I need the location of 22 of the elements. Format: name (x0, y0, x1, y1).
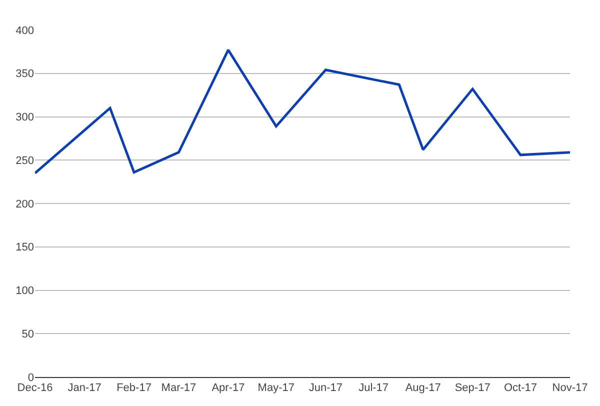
line-series (35, 48, 570, 174)
x-tick-label: Dec-16 (17, 382, 53, 394)
x-tick-label: Feb-17 (116, 382, 152, 394)
x-tick-label: Oct-17 (504, 382, 537, 394)
x-tick-label: Sep-17 (454, 382, 490, 394)
x-tick-label: Aug-17 (405, 382, 441, 394)
y-tick-label: 100 (16, 285, 34, 298)
x-tick-label: Mar-17 (161, 382, 196, 394)
y-tick-label: 300 (16, 112, 34, 124)
y-tick-label: 350 (16, 68, 34, 80)
x-tick-label: May-17 (258, 382, 294, 394)
y-tick-label: 200 (16, 198, 34, 210)
x-tick-label: Apr-17 (212, 382, 245, 394)
x-tick-label: Jul-17 (358, 382, 389, 394)
y-tick-label: 400 (16, 24, 34, 37)
x-tick-label: Jun-17 (308, 382, 342, 394)
y-tick-label: 250 (16, 154, 34, 167)
y-tick-label: 0 (28, 372, 34, 384)
y-tick-label: 150 (16, 242, 34, 254)
y-tick-label: 50 (22, 328, 34, 340)
x-tick-label: Jan-17 (68, 382, 102, 394)
x-tick-label: Nov-17 (552, 382, 588, 394)
